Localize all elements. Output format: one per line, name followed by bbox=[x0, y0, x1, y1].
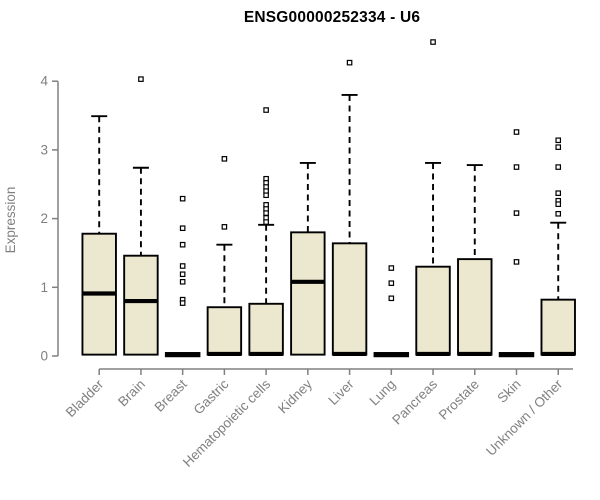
chart-title: ENSG00000252334 - U6 bbox=[243, 9, 421, 26]
outlier-point-skin bbox=[513, 259, 520, 265]
x-tick-label-unknown-other: Unknown / Other bbox=[483, 376, 566, 459]
outlier-point-lung bbox=[388, 280, 395, 286]
outlier-point-breast bbox=[179, 225, 186, 232]
outlier-point-skin bbox=[513, 164, 520, 170]
x-tick-label-lung: Lung bbox=[367, 377, 399, 409]
outlier-point-unknown-other bbox=[555, 164, 562, 170]
y-axis-title: Expression bbox=[3, 187, 18, 254]
box-liver bbox=[331, 242, 368, 356]
collapsed-box-skin bbox=[498, 352, 535, 358]
x-tick-label-breast: Breast bbox=[152, 376, 190, 414]
outlier-point-breast bbox=[179, 271, 186, 278]
outlier-point-skin bbox=[513, 129, 520, 135]
outlier-point-breast bbox=[179, 263, 186, 269]
y-tick-label-0: 0 bbox=[40, 349, 48, 364]
y-tick-label-1: 1 bbox=[40, 280, 48, 295]
y-tick-label-4: 4 bbox=[40, 74, 48, 89]
outlier-point-hematopoietic-cells bbox=[263, 192, 269, 199]
outlier-point-liver bbox=[346, 59, 353, 66]
x-tick-label-pancreas: Pancreas bbox=[389, 376, 440, 427]
x-tick-label-gastric: Gastric bbox=[191, 376, 232, 417]
y-tick-label-2: 2 bbox=[40, 211, 48, 226]
box-gastric bbox=[206, 306, 243, 356]
outlier-point-breast bbox=[179, 279, 186, 285]
x-tick-label-brain: Brain bbox=[115, 377, 148, 410]
outlier-point-breast bbox=[179, 195, 186, 202]
collapsed-box-lung bbox=[373, 352, 410, 358]
outlier-point-gastric bbox=[221, 156, 228, 162]
box-unknown-other bbox=[540, 298, 576, 356]
x-tick-label-skin: Skin bbox=[494, 377, 523, 406]
outlier-point-unknown-other bbox=[555, 190, 562, 196]
box-hematopoietic-cells bbox=[248, 302, 284, 356]
outlier-point-unknown-other bbox=[555, 201, 562, 207]
x-tick-label-kidney: Kidney bbox=[275, 376, 315, 416]
outlier-point-lung bbox=[388, 295, 395, 302]
outlier-point-unknown-other bbox=[555, 210, 562, 217]
y-tick-label-3: 3 bbox=[40, 142, 48, 157]
outlier-point-skin bbox=[513, 210, 520, 216]
box-pancreas bbox=[415, 265, 451, 356]
outlier-point-brain bbox=[138, 76, 144, 82]
outlier-point-breast bbox=[179, 241, 186, 248]
outlier-point-hematopoietic-cells bbox=[263, 219, 269, 225]
outlier-point-hematopoietic-cells bbox=[263, 107, 269, 113]
outlier-point-lung bbox=[388, 265, 395, 271]
box-brain bbox=[123, 254, 159, 356]
x-tick-label-prostate: Prostate bbox=[436, 377, 482, 423]
outlier-point-hematopoietic-cells bbox=[263, 210, 269, 216]
x-tick-label-bladder: Bladder bbox=[63, 376, 107, 420]
outlier-point-breast bbox=[179, 300, 186, 306]
outlier-point-unknown-other bbox=[555, 137, 562, 144]
outlier-point-unknown-other bbox=[555, 144, 562, 150]
outlier-point-gastric bbox=[221, 224, 228, 230]
outlier-point-pancreas bbox=[430, 39, 436, 45]
box-prostate bbox=[457, 258, 493, 356]
x-tick-label-liver: Liver bbox=[325, 376, 357, 408]
collapsed-box-breast bbox=[164, 352, 201, 358]
box-kidney bbox=[290, 231, 326, 356]
